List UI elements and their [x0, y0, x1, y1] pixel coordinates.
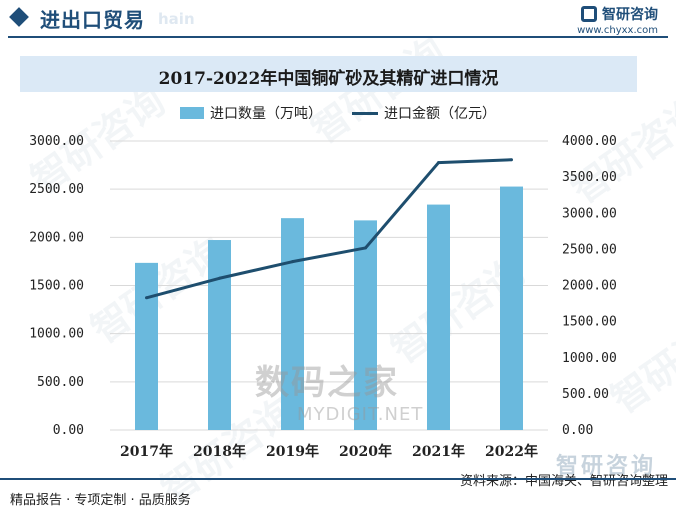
right-axis-tick-label: 1000.00 — [562, 351, 617, 366]
left-axis-tick-label: 1500.00 — [29, 279, 84, 294]
left-axis-tick-label: 2000.00 — [29, 230, 84, 245]
chart-plot: 0.00 500.00 1000.00 1500.00 2000.00 2500.00 30… — [29, 134, 617, 460]
right-axis-tick-label: 2000.00 — [562, 279, 617, 294]
bar — [281, 218, 304, 430]
x-axis-tick-label: 2022年 — [485, 443, 538, 460]
footer-tagline: 精品报告 · 专项定制 · 品质服务 — [10, 493, 191, 508]
line-point — [145, 296, 148, 300]
right-axis-tick-label: 2500.00 — [562, 242, 617, 257]
chart-title-bar: 2017-2022年中国铜矿砂及其精矿进口情况 — [20, 56, 637, 92]
x-axis-tick-label: 2019年 — [266, 443, 319, 460]
brand: 智研咨询 www.chyxx.com — [577, 4, 658, 36]
bar — [208, 240, 231, 430]
chart-title: 2017-2022年中国铜矿砂及其精矿进口情况 — [158, 69, 499, 89]
line-point — [510, 158, 513, 162]
section-title: 进出口贸易 — [40, 8, 145, 32]
line-point — [437, 161, 440, 165]
source-note: 资料来源：中国海关、智研咨询整理 — [459, 474, 668, 489]
bar — [135, 262, 158, 430]
left-axis-tick-label: 500.00 — [37, 375, 84, 390]
right-axis-tick-label: 500.00 — [562, 387, 609, 402]
line-point — [218, 276, 221, 280]
legend-item-amount: 进口金额（亿元） — [352, 103, 496, 123]
footer: 精品报告 · 专项定制 · 品质服务 — [0, 478, 676, 513]
right-axis-tick-label: 0.00 — [562, 423, 593, 438]
legend: 进口数量（万吨） 进口金额（亿元） — [0, 102, 676, 124]
legend-item-quantity: 进口数量（万吨） — [180, 103, 322, 123]
left-axis-tick-label: 1000.00 — [29, 327, 84, 342]
header-divider — [8, 36, 668, 38]
brand-logo-icon — [581, 6, 597, 22]
brand-url: www.chyxx.com — [577, 25, 658, 36]
line-point — [291, 260, 294, 264]
left-axis-tick-label: 3000.00 — [29, 134, 84, 149]
right-axis-tick-label: 1500.00 — [562, 315, 617, 330]
bottom-brand-watermark: 智研咨询 — [555, 454, 656, 479]
ghost-word: hain — [158, 10, 195, 28]
legend-swatch-line — [352, 111, 378, 115]
bar — [354, 220, 377, 430]
bar — [427, 204, 450, 430]
left-axis-tick-label: 2500.00 — [29, 182, 84, 197]
x-axis-tick-label: 2017年 — [120, 443, 173, 460]
series-line-amount — [146, 158, 512, 300]
legend-label-amount: 进口金额（亿元） — [384, 106, 496, 122]
line-point — [364, 246, 367, 250]
header-bar: 进出口贸易 hain 智研咨询 www.chyxx.com — [0, 0, 676, 36]
x-axis-tick-label: 2018年 — [193, 443, 246, 460]
x-axis-tick-label: 2020年 — [339, 443, 392, 460]
brand-name: 智研咨询 — [602, 7, 658, 23]
left-axis-tick-label: 0.00 — [53, 423, 84, 438]
legend-label-quantity: 进口数量（万吨） — [210, 106, 322, 122]
bar — [500, 186, 523, 430]
legend-swatch-bar — [180, 107, 204, 119]
right-axis-tick-label: 3000.00 — [562, 206, 617, 221]
right-axis-tick-label: 3500.00 — [562, 170, 617, 185]
x-axis-tick-label: 2021年 — [412, 443, 465, 460]
right-axis-tick-label: 4000.00 — [562, 134, 617, 149]
